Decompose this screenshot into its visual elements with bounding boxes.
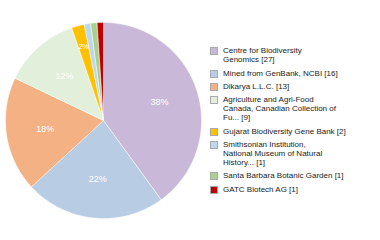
html-text:Mined from GenBank, NCBI [16]: Mined from GenBank, NCBI [16] [223,68,338,78]
html-text:Dikarya L.L.C. [13]: Dikarya L.L.C. [13] [223,81,290,91]
svg-text:38%: 38% [150,97,168,107]
html-text:GATC Biotech AG [1]: GATC Biotech AG [1] [223,184,298,194]
html-text:Centre for Biodiversity Genomi: Centre for Biodiversity Genomics [27] [223,46,302,65]
svg-text:18%: 18% [36,124,54,134]
html-text:Agriculture and Agri-Food Cana: Agriculture and Agri-Food Canada, Canadi… [223,95,336,123]
svg-text:12%: 12% [55,71,73,81]
svg-text:22%: 22% [89,174,107,184]
html-text:Santa Barbara Botanic Garden [: Santa Barbara Botanic Garden [1] [223,171,344,181]
svg-text:2%: 2% [78,43,88,50]
html-text:Smithsonian Institution, Natio: Smithsonian Institution, National Museum… [223,139,323,168]
html-text:Gujarat Biodiversity Gene Bank: Gujarat Biodiversity Gene Bank [2] [223,126,346,136]
